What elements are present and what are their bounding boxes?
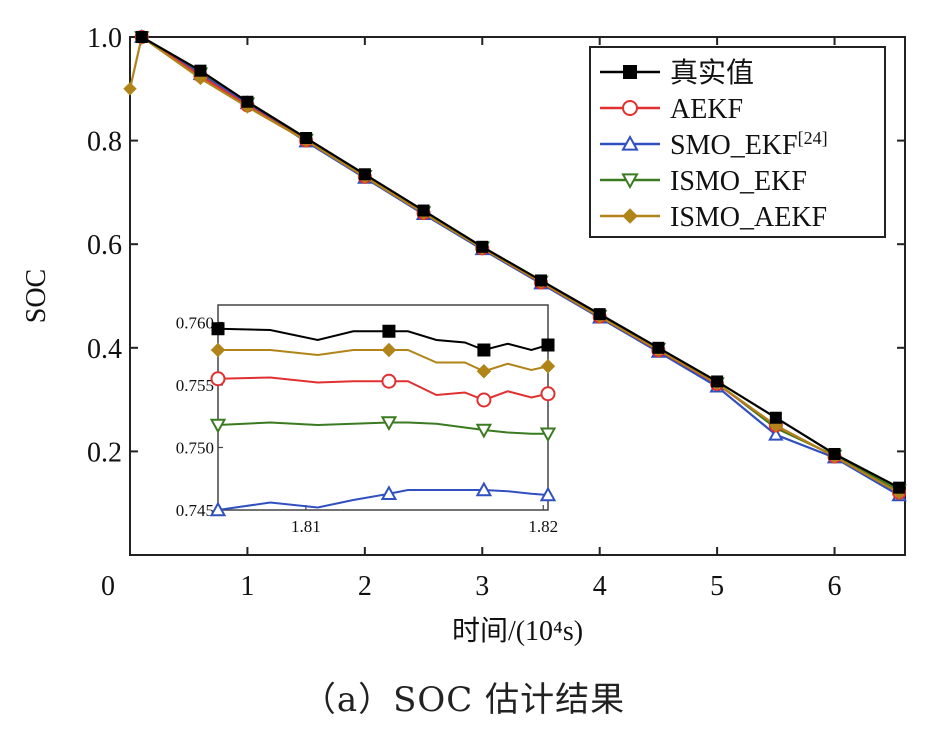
- inset-series-0-point: [541, 338, 555, 352]
- figure-caption: （a）SOC 估计结果: [301, 680, 626, 720]
- series-0-point: [476, 240, 489, 253]
- plot-frame: [129, 36, 906, 556]
- series-0-point: [534, 274, 547, 287]
- inset-series-3-point: [380, 416, 398, 432]
- y-tick-label: 0.6: [87, 230, 122, 261]
- legend-label-3: ISMO_EKF: [670, 166, 807, 197]
- inset-x-tick-label: 1.82: [528, 517, 558, 536]
- inset-y-tick-label: 0.745: [176, 501, 214, 520]
- x-axis-label: 时间/(10⁴s): [452, 615, 583, 647]
- inset-series-2-point: [380, 485, 398, 500]
- legend-label-2: SMO_EKF[24]: [670, 128, 828, 161]
- inset-series-1-point: [476, 392, 492, 408]
- y-tick-label: 0.8: [87, 127, 122, 158]
- inset-series-2-point: [209, 501, 227, 517]
- inset-series-2-point: [475, 481, 493, 497]
- series-0-point: [893, 481, 906, 494]
- legend-marker-1: [622, 100, 638, 116]
- inset-x-tick-label: 1.81: [291, 517, 321, 536]
- inset-series-4-point: [210, 342, 226, 358]
- inset-series-0-point: [477, 343, 491, 357]
- inset-series-4-line: [218, 349, 549, 373]
- legend-label-1: AEKF: [670, 94, 743, 125]
- legend-label-0: 真实值: [670, 57, 754, 89]
- legend-marker-3: [621, 173, 639, 190]
- series-0-point: [711, 375, 724, 388]
- inset-series-2-point: [539, 486, 557, 502]
- inset-series-0-line: [217, 327, 549, 352]
- inset-series-3-point: [209, 418, 227, 434]
- x-tick-label: 4: [593, 571, 607, 602]
- inset-y-tick-label: 0.755: [176, 376, 214, 395]
- inset-series-3-point: [475, 423, 493, 439]
- inset-series-4-point: [381, 342, 397, 358]
- y-tick-label: 0.4: [87, 334, 122, 365]
- series-0-point: [300, 132, 313, 145]
- inset-series-0-point: [211, 322, 225, 336]
- series-0-point: [358, 168, 371, 181]
- inset-series-1-point: [381, 373, 397, 389]
- y-axis-label: SOC: [21, 269, 52, 323]
- inset-series-4-point: [476, 364, 492, 379]
- y-tick-label: 0.2: [87, 437, 122, 468]
- inset-series-1-line: [217, 376, 549, 402]
- series-0-point: [241, 95, 254, 108]
- x-tick-label: 3: [475, 571, 489, 602]
- series-2-point: [768, 426, 784, 441]
- inset-series-4-point: [540, 359, 556, 374]
- inset-series-1-point: [210, 371, 226, 387]
- inset-chart: 0.745 0.750 0.755 0.760 1.81 1.82: [176, 304, 558, 536]
- series-0-point: [135, 31, 148, 43]
- series-0-point: [652, 341, 665, 354]
- y-tick-label: 1.0: [87, 23, 122, 54]
- legend-label-4: ISMO_AEKF: [670, 202, 827, 233]
- inset-y-tick-label: 0.760: [176, 314, 214, 333]
- legend-marker-0: [623, 65, 637, 79]
- inset-frame: [217, 304, 549, 511]
- series-0-point: [828, 447, 841, 460]
- legend-marker-2: [621, 134, 639, 151]
- inset-series-3-point: [539, 427, 557, 443]
- x-tick-label: 0: [101, 571, 115, 602]
- x-tick-label: 6: [828, 571, 842, 602]
- inset-series-3-line: [217, 421, 548, 435]
- x-tick-label: 2: [358, 571, 372, 602]
- series-4-point: [123, 82, 137, 96]
- series-0-point: [194, 64, 207, 77]
- series-0-point: [769, 411, 782, 424]
- legend-marker-4: [622, 208, 638, 224]
- inset-y-tick-label: 0.750: [176, 439, 214, 458]
- x-tick-label: 5: [710, 571, 724, 602]
- series-0-line: [141, 36, 900, 489]
- inset-series-1-point: [540, 386, 556, 402]
- x-tick-label: 1: [240, 571, 254, 602]
- legend-box: [589, 46, 886, 238]
- inset-series-0-point: [382, 324, 396, 338]
- series-0-point: [417, 204, 430, 217]
- inset-series-2-line: [217, 489, 549, 511]
- series-0-point: [593, 308, 606, 321]
